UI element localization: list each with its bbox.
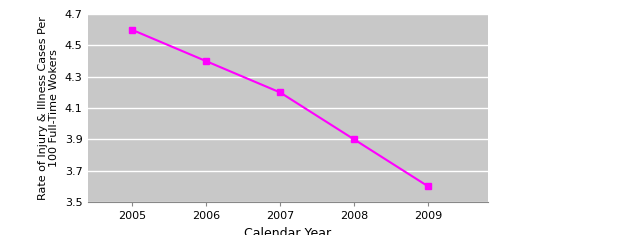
Y-axis label: Rate of Injury & Illness Cases Per
100 Full-Time Wokers: Rate of Injury & Illness Cases Per 100 F… [38, 16, 59, 200]
X-axis label: Calendar Year: Calendar Year [244, 227, 331, 235]
